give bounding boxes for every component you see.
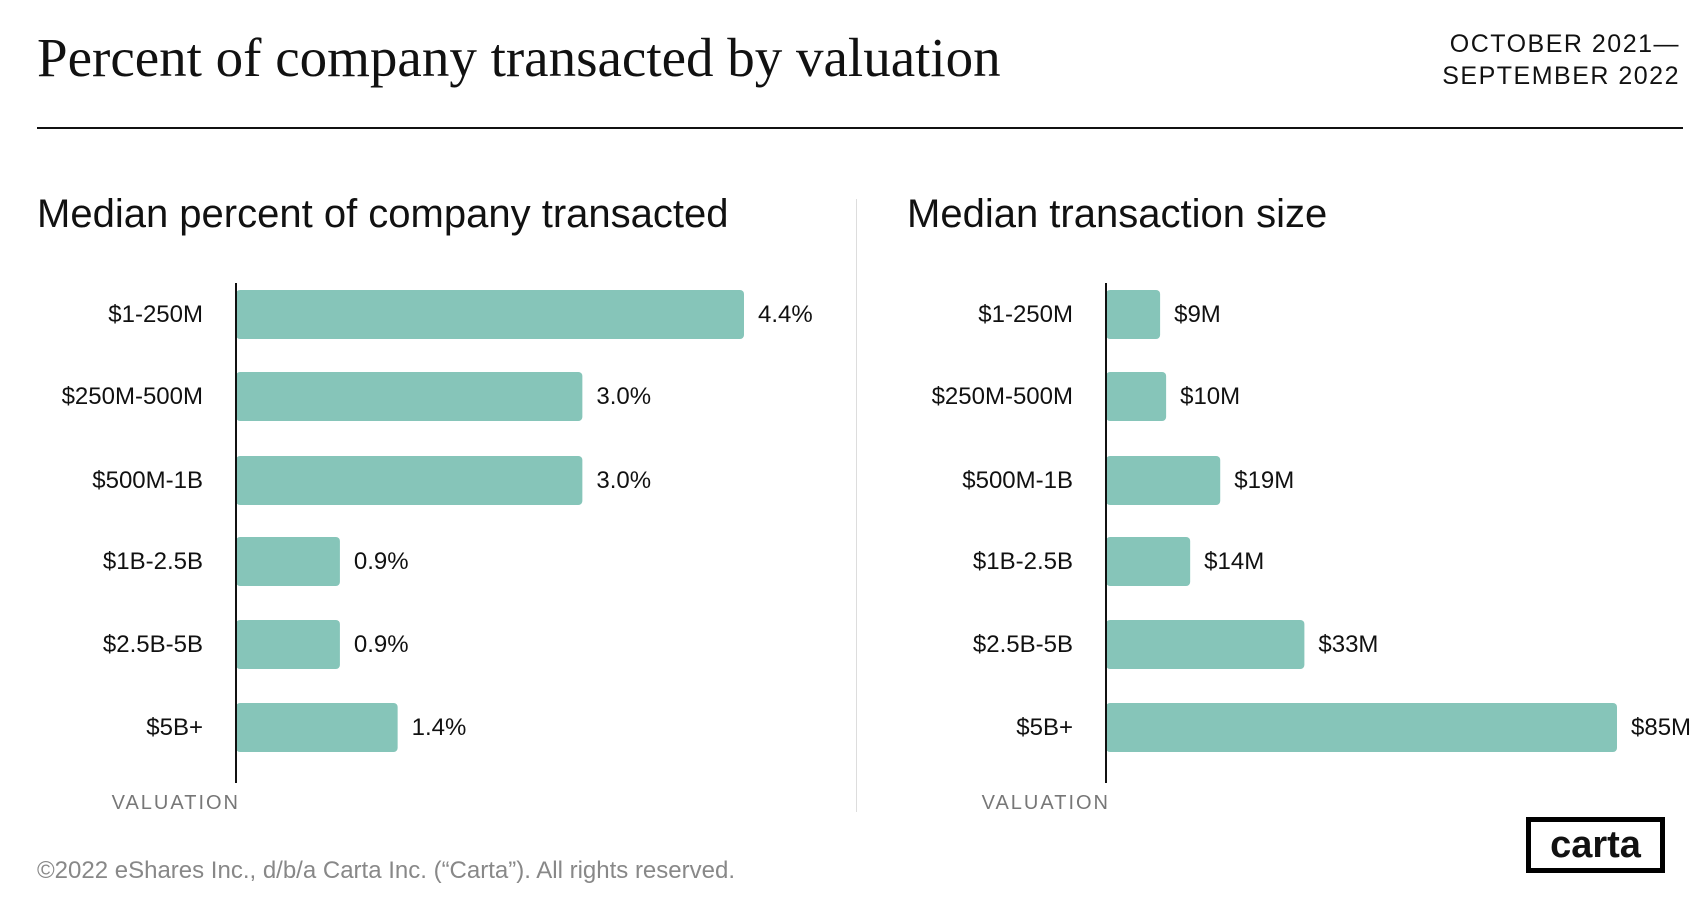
logo-text: carta: [1550, 823, 1641, 866]
data-label: $10M: [1180, 383, 1240, 410]
category-label: $250M-500M: [932, 383, 1073, 410]
data-label: $33M: [1318, 631, 1378, 658]
bar: [236, 537, 340, 586]
page-title: Percent of company transacted by valuati…: [37, 27, 1001, 88]
data-label: 1.4%: [412, 714, 467, 741]
category-label: $5B+: [146, 714, 203, 741]
left-chart-title: Median percent of company transacted: [37, 192, 729, 236]
data-label: 3.0%: [596, 467, 651, 494]
header-rule: [37, 127, 1683, 129]
bar: [236, 372, 583, 421]
category-label: $2.5B-5B: [973, 631, 1073, 658]
bar: [1106, 703, 1617, 752]
data-label: $9M: [1174, 301, 1221, 328]
bar: [1106, 537, 1191, 586]
data-label: $14M: [1204, 548, 1264, 575]
data-label: $85M: [1631, 714, 1691, 741]
bar: [236, 703, 398, 752]
carta-logo: carta: [1526, 817, 1665, 873]
date-range-end: SEPTEMBER 2022: [1442, 62, 1680, 90]
bar: [1106, 372, 1167, 421]
panel-divider: [856, 199, 857, 812]
right-chart-title: Median transaction size: [907, 192, 1328, 236]
bar: [1106, 290, 1161, 339]
copyright-footer: ©2022 eShares Inc., d/b/a Carta Inc. (“C…: [37, 857, 735, 884]
data-label: 0.9%: [354, 548, 409, 575]
category-label: $500M-1B: [92, 467, 203, 494]
category-label: $5B+: [1016, 714, 1073, 741]
bar: [236, 290, 744, 339]
date-range: OCTOBER 2021— SEPTEMBER 2022: [1442, 28, 1680, 92]
category-label: $1-250M: [108, 301, 203, 328]
data-label: 4.4%: [758, 301, 813, 328]
date-range-start: OCTOBER 2021—: [1449, 30, 1680, 58]
bar: [1106, 620, 1305, 669]
category-label: $250M-500M: [62, 383, 203, 410]
data-label: 3.0%: [596, 383, 651, 410]
bar: [1106, 456, 1221, 505]
category-label: $1B-2.5B: [103, 548, 203, 575]
axis-label: VALUATION: [112, 792, 240, 814]
data-label: $19M: [1234, 467, 1294, 494]
axis-label: VALUATION: [982, 792, 1110, 814]
category-label: $1-250M: [978, 301, 1073, 328]
category-label: $500M-1B: [962, 467, 1073, 494]
data-label: 0.9%: [354, 631, 409, 658]
bar: [236, 456, 583, 505]
bar: [236, 620, 340, 669]
category-label: $2.5B-5B: [103, 631, 203, 658]
category-label: $1B-2.5B: [973, 548, 1073, 575]
